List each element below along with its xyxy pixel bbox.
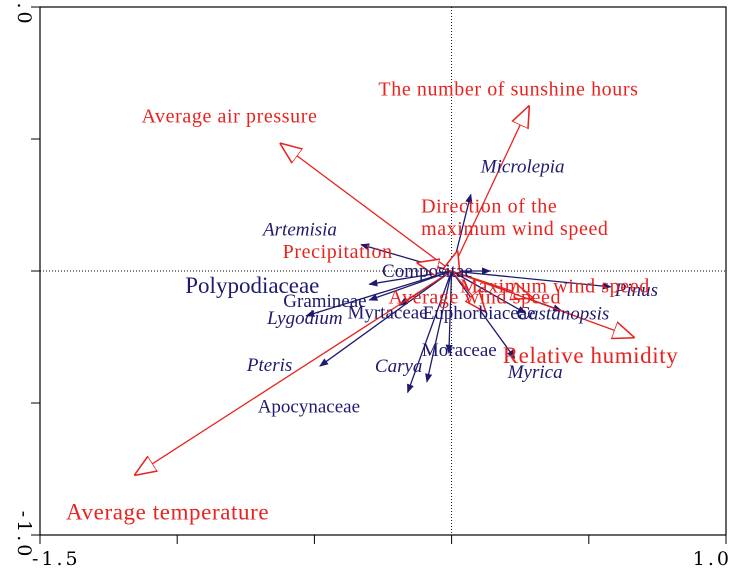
species-label-myrica: Myrica [507,362,563,383]
env-label-maximum-wind-speed: Maximum wind speed [460,275,650,297]
y-tick-label: 1.0 [13,0,35,27]
species-label-pteris: Pteris [246,355,292,376]
env-label-the-number-of-sunshine-hours: The number of sunshine hours [378,78,638,100]
x-tick-label: -1.5 [32,548,81,570]
species-label-artemisia: Artemisia [261,220,337,241]
species-label-microlepia: Microlepia [480,156,565,177]
species-vector-pteris [319,270,452,367]
env-vector-direction-of-the-maximum-wind-speed [452,253,457,271]
env-label-relative-humidity: Relative humidity [503,343,679,368]
env-vector-average-temperature [136,270,452,474]
env-label-precipitation: Precipitation [283,241,393,263]
species-label-myrtaceae: Myrtaceae [347,302,427,323]
species-label-gramineae: Gramineae [283,291,366,312]
species-vector-euphorbiaceae [451,270,527,314]
species-vector-lygodium [305,270,452,317]
axis-ticks: -1.5 1.0 -1.0 1.0 [13,0,732,570]
env-vector-average-air-pressure [281,144,452,272]
vectors [136,107,633,474]
species-label-pinus: Pinus [614,280,658,301]
env-vector-the-number-of-sunshine-hours [451,107,529,272]
env-label-direction-of-the-maximum-wind-speed: Direction of the maximum wind speed [421,196,608,240]
vector-labels: Microlepia Artemisia Compositae Pinus Polypo… [66,78,678,524]
species-label-moraceae: Moraceae [422,340,497,361]
env-label-average-temperature: Average temperature [66,499,269,524]
species-vector-myrica [451,270,516,359]
species-vector-carya [425,270,453,383]
species-label-castanopsis: Castanopsis [516,304,609,325]
species-label-lygodium: Lygodium [266,308,342,329]
species-label-apocynaceae: Apocynaceae [258,396,360,417]
species-vector-moraceae [445,270,453,354]
env-vector-average-wind-speed [451,270,485,311]
species-label-compositae: Compositae [382,261,473,282]
env-vector-relative-humidity [451,270,633,337]
species-label-euphorbiaceae: Euphorbiaceae [423,303,536,324]
env-label-average-air-pressure: Average air pressure [141,105,317,127]
species-vector-pinus [451,270,612,290]
env-label-average-wind-speed: Average wind speed [389,287,562,309]
species-label-polypodiaceae: Polypodiaceae [185,273,319,298]
species-vector-apocynaceae [407,270,453,394]
x-tick-label: 1.0 [693,548,732,570]
species-label-carya: Carya [375,356,423,377]
y-tick-label: -1.0 [13,511,35,560]
env-vector-precipitation [419,263,452,271]
